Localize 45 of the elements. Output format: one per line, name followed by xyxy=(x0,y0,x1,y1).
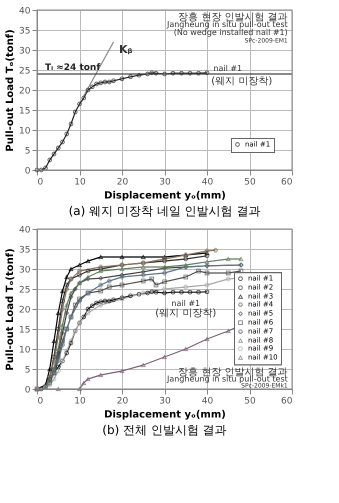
x-tick-label: 60 xyxy=(281,178,293,188)
annotation: (No wedge installed nail #1) xyxy=(174,28,288,37)
y-tick-label: 35 xyxy=(19,26,30,36)
annotation: Kᵦ xyxy=(119,43,133,56)
y-tick-label: 25 xyxy=(19,66,30,76)
y-tick-label: 40 xyxy=(19,6,31,16)
y-tick-label: 35 xyxy=(19,246,30,256)
x-tick-label: 40 xyxy=(202,178,214,188)
x-tick-label: 10 xyxy=(74,396,86,406)
y-tick-label: 25 xyxy=(19,286,30,296)
x-tick-label: 30 xyxy=(159,396,171,406)
y-tick-label: 5 xyxy=(24,366,30,376)
x-tick-label: 50 xyxy=(244,178,256,188)
y-tick-label: 20 xyxy=(19,306,31,316)
y-tick-label: 10 xyxy=(19,346,31,356)
annotation: nail #1 xyxy=(171,298,200,308)
x-tick-label: 20 xyxy=(116,396,128,406)
text: (b) 전체 인발시험 결과 xyxy=(102,423,227,437)
x-tick-label: 50 xyxy=(244,396,256,406)
y-tick-label: 30 xyxy=(19,46,31,56)
y-tick-label: 10 xyxy=(19,126,31,136)
text: (a) 웨지 미장착 네일 인발시험 결과 xyxy=(68,204,260,218)
y-tick-label: 40 xyxy=(19,226,31,236)
x-tick-label: 10 xyxy=(74,178,86,188)
x-tick-label: 40 xyxy=(202,396,214,406)
y-tick-label: 15 xyxy=(19,326,30,336)
x-tick-label: 20 xyxy=(116,178,128,188)
x-axis-title: Displacement yₒ(mm) xyxy=(104,190,226,202)
y-tick-label: 30 xyxy=(19,266,31,276)
x-axis-title: Displacement yₒ(mm) xyxy=(104,410,226,420)
x-tick-label: 30 xyxy=(159,178,171,188)
y-axis-title: Pull-out Load Tₒ(tonf) xyxy=(5,248,16,371)
y-tick-label: 5 xyxy=(24,146,30,156)
x-tick-label: 0 xyxy=(38,396,44,406)
annotation: (웨지 미장착) xyxy=(211,76,272,87)
y-tick-label: 0 xyxy=(24,166,31,176)
annotation: nail #1 xyxy=(213,64,242,74)
y-tick-label: 0 xyxy=(24,386,31,396)
y-tick-label: 15 xyxy=(19,106,30,116)
y-axis-title: Pull-out Load Tₒ(tonf) xyxy=(5,29,16,152)
annotation: (웨지 미장착) xyxy=(155,308,216,319)
x-tick-label: 0 xyxy=(38,178,44,188)
y-tick-label: 20 xyxy=(19,86,31,96)
x-tick-label: 60 xyxy=(281,396,293,406)
ref-line-label: Tₗ ≈24 tonf xyxy=(45,63,100,73)
